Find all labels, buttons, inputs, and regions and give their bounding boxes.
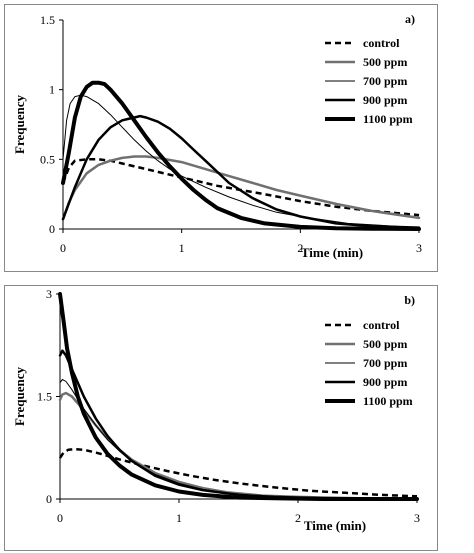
chart-panel-a: 0 0.5 1 1.5 0 1 2 3 Frequency Time (min) a) control… [4,4,438,272]
chart-b-legend-entry: 500 ppm [363,337,407,351]
chart-a-y-tick-label: 1.5 [40,13,55,27]
chart-b-x-tick-label: 1 [176,511,182,525]
chart-a-x-axis-label: Time (min) [301,245,363,260]
chart-b-legend-entry: 1100 ppm [363,394,413,408]
chart-a-legend-entry: 900 ppm [363,93,407,107]
chart-b-y-axis-label: Frequency [12,367,27,426]
chart-a-x-tick-label: 0 [60,241,66,255]
chart-a-legend-entry: control [363,36,400,50]
chart-a-y-tick-label: 1 [49,83,55,97]
chart-a-series-line-500-ppm [61,155,421,221]
chart-a-series-line-900-ppm [61,114,421,229]
chart-a-series-line-700-ppm [62,94,420,229]
chart-b-y-tick-label: 1.5 [37,390,52,404]
chart-b-x-tick-label: 3 [414,511,420,525]
chart-b-x-tick-label: 0 [57,511,63,525]
chart-b-y-tick-label: 0 [46,492,52,506]
chart-a-legend-entry: 1100 ppm [363,112,413,126]
chart-a-series-line-1100-ppm [61,80,421,231]
chart-a-legend-entry: 700 ppm [363,74,407,88]
chart-a-x-tick-label: 3 [416,241,422,255]
chart-b-svg: 0 1.5 3 0 1 2 3 Frequency Time (min) b) control 500… [12,287,420,533]
chart-a-y-axis-label: Frequency [12,95,27,154]
chart-b-legend-entry: 700 ppm [363,356,407,370]
chart-b-x-axis-label: Time (min) [304,518,366,533]
chart-a-x-tick-label: 1 [179,241,185,255]
chart-b-panel-label: b) [404,293,415,307]
chart-a-panel-label: a) [405,12,415,26]
chart-b-y-tick-label: 3 [46,287,52,301]
chart-b-legend-entry: control [363,318,400,332]
chart-b-series-line-900-ppm [58,349,419,501]
chart-a-series-line-control [61,158,420,217]
chart-panel-b: 0 1.5 3 0 1 2 3 Frequency Time (min) b) control 500… [4,285,438,551]
chart-a-y-tick-label: 0.5 [40,152,55,166]
chart-a-svg: 0 0.5 1 1.5 0 1 2 3 Frequency Time (min) a) control… [12,12,422,260]
chart-a-y-tick-label: 0 [49,222,55,236]
chart-b-legend-entry: 900 ppm [363,375,407,389]
chart-b-x-tick-label: 2 [295,511,301,525]
chart-b-series-line-control [58,447,418,498]
chart-a-x-tick-label: 2 [297,241,303,255]
chart-b-series-line-1100-ppm [58,292,419,501]
chart-a-legend-entry: 500 ppm [363,55,407,69]
